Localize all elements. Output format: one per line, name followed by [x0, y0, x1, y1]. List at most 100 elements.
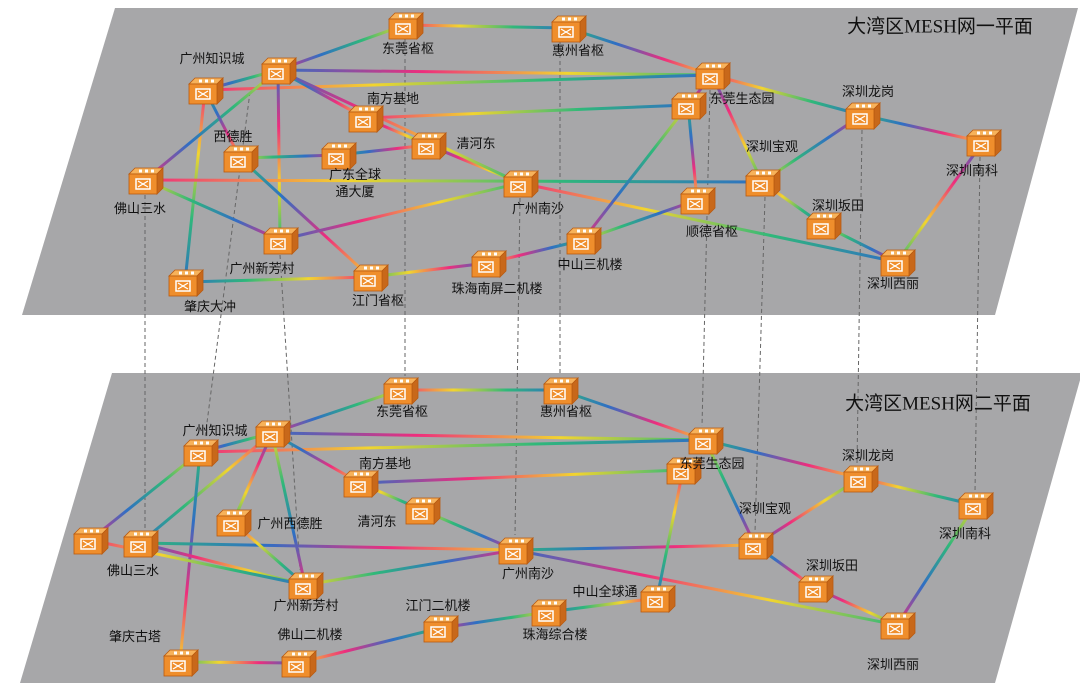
node-label: 清河东 [456, 136, 495, 151]
router-icon [543, 377, 579, 405]
router-icon [738, 532, 774, 560]
edge [277, 68, 713, 77]
node-label: 江门二机楼 [405, 598, 470, 613]
edge [364, 103, 689, 120]
edge [271, 431, 706, 442]
node-label: 深圳龙岗 [842, 448, 894, 463]
router-icon [880, 249, 916, 277]
edge [271, 388, 401, 435]
edge [179, 660, 299, 665]
node-label: 珠海综合楼 [522, 627, 587, 642]
router-icon [671, 92, 707, 120]
node-label: 深圳南科 [946, 163, 998, 178]
node-label: 西德胜 [213, 129, 252, 144]
edge [238, 156, 372, 279]
node-label: 佛山三水 [114, 201, 166, 216]
node-label: 佛山二机楼 [277, 627, 342, 642]
node-label: 惠州省枢 [552, 43, 604, 58]
node-label: 清河东 [357, 514, 396, 529]
router-icon [640, 585, 676, 613]
router-icon [880, 612, 916, 640]
node-label: 广州新芳村 [273, 598, 338, 613]
node-label: 深圳宝观 [746, 139, 798, 154]
router-icon [806, 212, 842, 240]
edge [861, 113, 984, 144]
edge [279, 181, 521, 242]
router-icon [966, 129, 1002, 157]
node-label: 中山三机楼 [557, 257, 622, 272]
edge [144, 178, 281, 242]
router-icon [566, 227, 602, 255]
edge [369, 261, 489, 279]
edge [304, 548, 516, 587]
node-label: 佛山三水 [107, 563, 159, 578]
router-icon [423, 615, 459, 643]
node-label: 广州知识城 [179, 51, 244, 66]
router-icon [845, 102, 881, 130]
router-icon [353, 264, 389, 292]
router-icon [388, 12, 424, 40]
node-label: 惠州省枢 [540, 404, 592, 419]
edge [139, 541, 516, 552]
router-icon [343, 470, 379, 498]
node-label: 深圳西丽 [867, 657, 919, 672]
edge [859, 476, 976, 507]
node-label: 东莞生态园 [709, 91, 774, 106]
router-icon [695, 62, 731, 90]
edge [277, 68, 521, 185]
node-label: 东莞生态园 [679, 456, 744, 471]
router-icon [263, 227, 299, 255]
edge [514, 548, 898, 627]
edge [199, 438, 706, 454]
router-icon [405, 497, 441, 525]
router-icon [348, 105, 384, 133]
node-label: 肇庆大冲 [184, 299, 236, 314]
router-icon [223, 145, 259, 173]
node-label: 深圳龙岗 [842, 84, 894, 99]
edge [144, 178, 763, 184]
router-icon [163, 649, 199, 677]
node-label: 东莞省枢 [376, 404, 428, 419]
edge [655, 469, 685, 599]
node-label: 顺德省枢 [686, 224, 738, 239]
edge [895, 141, 985, 263]
edge [582, 198, 698, 242]
router-icon [798, 575, 834, 603]
node-label: 深圳坂田 [812, 198, 864, 213]
node-label: 南方基地 [367, 91, 419, 106]
node-label: 深圳南科 [939, 526, 991, 541]
node-label: 江门省枢 [352, 293, 404, 308]
router-icon [281, 650, 317, 678]
plane-link [701, 89, 711, 427]
node-label: 深圳西丽 [867, 276, 919, 291]
router-icon [321, 142, 357, 170]
router-icon [745, 169, 781, 197]
edge [144, 68, 279, 182]
router-icon [183, 439, 219, 467]
router-icon [255, 420, 291, 448]
edge [686, 104, 699, 201]
edge [895, 504, 977, 626]
node-label: 通大厦 [335, 184, 374, 199]
router-icon [958, 492, 994, 520]
router-icon [383, 377, 419, 405]
edge [139, 431, 273, 545]
edge [519, 181, 898, 264]
edge [277, 23, 406, 72]
edge [703, 439, 757, 546]
edge [270, 432, 307, 586]
router-icon [680, 187, 716, 215]
router-icon [688, 427, 724, 455]
router-icon [843, 465, 879, 493]
node-label: 广州南沙 [502, 566, 554, 581]
router-icon [288, 572, 324, 600]
node-label: 广州知识城 [182, 423, 247, 438]
router-icon [531, 599, 567, 627]
plane-title: 大湾区MESH网一平面 [847, 15, 1033, 37]
edge [297, 626, 441, 665]
router-icon [498, 537, 534, 565]
plane-link [279, 254, 301, 571]
router-icon [471, 250, 507, 278]
